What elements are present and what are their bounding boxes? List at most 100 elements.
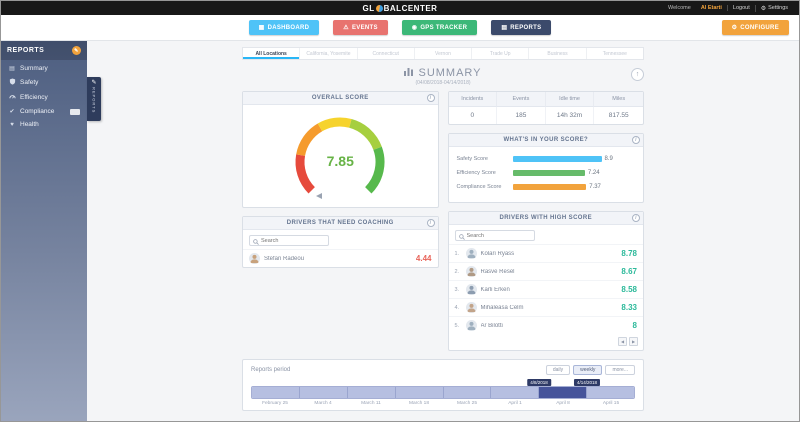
timeline-segment[interactable] — [587, 387, 634, 398]
date-range: (04/08/2018-04/14/2018) — [415, 80, 471, 86]
events-button[interactable]: ⚠ EVENTS — [333, 20, 388, 35]
logout-link[interactable]: Logout — [726, 5, 755, 11]
sidebar-item-label: Compliance — [20, 108, 55, 115]
coaching-driver-row[interactable]: Stefan Radeou 4.44 — [243, 249, 438, 267]
tab-vernon[interactable]: Vernon — [415, 48, 473, 59]
timeline-segment[interactable] — [252, 387, 300, 398]
reports-label: REPORTS — [510, 24, 542, 31]
daily-button[interactable]: daily — [545, 365, 571, 375]
tab-tennessee[interactable]: Tennessee — [602, 50, 627, 57]
timeline-axis: February 25 March 4 March 11 March 18 Ma… — [251, 401, 635, 406]
timeline-segment[interactable] — [347, 387, 396, 398]
gauge-pointer — [316, 193, 323, 199]
info-icon[interactable]: i — [632, 136, 640, 144]
info-icon[interactable]: i — [632, 214, 640, 222]
pencil-icon: ✎ — [91, 80, 97, 86]
score-breakdown-body: Safety Score 8.9 Efficiency Score 7.24 — [449, 147, 644, 202]
coaching-card: DRIVERS THAT NEED COACHING i — [242, 216, 439, 268]
more-button[interactable]: more... — [605, 365, 635, 375]
sidebar-item-health[interactable]: ♥ Health — [1, 118, 87, 131]
page-action-button[interactable]: ↑ — [631, 68, 644, 81]
high-score-header-label: DRIVERS WITH HIGH SCORE — [499, 215, 593, 221]
timeline-segment[interactable] — [443, 387, 492, 398]
sidebar-item-efficiency[interactable]: Efficiency — [1, 90, 87, 105]
high-score-search-row — [449, 225, 644, 244]
summary-title-row: SUMMARY (04/08/2018-04/14/2018) ↑ — [242, 67, 644, 86]
info-icon[interactable]: i — [426, 94, 435, 102]
configure-button[interactable]: ⚙ CONFIGURE — [721, 20, 789, 35]
next-page-button[interactable]: ▶ — [629, 337, 638, 346]
info-icon[interactable]: i — [426, 219, 435, 227]
tab-all-locations[interactable]: All Locations — [243, 48, 301, 59]
overall-score-header-label: OVERALL SCORE — [311, 95, 369, 101]
reports-button[interactable]: ▤ REPORTS — [491, 20, 552, 35]
timeline-buttons: daily weekly more... — [545, 365, 635, 375]
topbar: GL BALCENTER Welcome Al Etarti Logout ⚙ … — [1, 1, 799, 15]
coaching-header: DRIVERS THAT NEED COACHING i — [243, 217, 438, 230]
compliance-badge — [70, 108, 80, 115]
high-score-row[interactable]: 5. Ar Bilotti 8 — [448, 316, 643, 334]
warning-icon: ⚠ — [343, 25, 349, 31]
reports-period-card: Reports period daily weekly more... 4/8/… — [242, 359, 644, 411]
sidebar-title: REPORTS — [7, 47, 45, 54]
driver-name: Kolari Ryass — [480, 250, 515, 257]
driver-name: Stefan Radeou — [264, 255, 305, 262]
high-score-search-box — [454, 230, 535, 241]
summary-icon: ▤ — [9, 66, 15, 72]
high-score-row[interactable]: 3. Karli Erken 8.58 — [448, 280, 643, 298]
coaching-search-input[interactable] — [261, 237, 325, 244]
high-score-row[interactable]: 1. Kolari Ryass 8.78 — [448, 244, 643, 262]
score-breakdown-card: WHAT'S IN YOUR SCORE? i Safety Score 8.9 — [447, 133, 644, 203]
reports-panel-toggle[interactable]: ✎ REPORTS — [87, 77, 101, 122]
driver-avatar — [249, 253, 260, 264]
overall-score-value: 7.85 — [326, 153, 354, 169]
high-score-pagination: ◀ ▶ — [449, 334, 644, 350]
coaching-search-row — [243, 230, 438, 249]
tab-california-yosemite[interactable]: California, Yosemite — [300, 48, 358, 59]
timeline-segment[interactable] — [395, 387, 444, 398]
sidebar-menu: ▤ Summary Safety Efficiency ✔ — [1, 62, 87, 131]
summary-chart-icon — [404, 67, 414, 79]
breakdown-label: Compliance Score — [456, 184, 502, 190]
timeline-segment[interactable] — [491, 387, 540, 398]
settings-link[interactable]: ⚙ Settings — [754, 4, 793, 12]
logo-text-pre: GL — [362, 3, 375, 13]
tab-connecticut[interactable]: Connecticut — [358, 48, 415, 59]
sidebar-item-label: Efficiency — [20, 94, 48, 101]
axis-label: April 1 — [508, 401, 522, 406]
sidebar-item-summary[interactable]: ▤ Summary — [1, 62, 87, 75]
stat-label-incidents: Incidents — [448, 92, 498, 107]
compliance-score-bar — [512, 184, 587, 190]
driver-name: Rasve Resel — [480, 268, 515, 275]
sidebar-item-compliance[interactable]: ✔ Compliance — [1, 105, 87, 118]
dashboard-icon: ▦ — [258, 25, 265, 31]
timeline-segment-selected[interactable] — [539, 387, 588, 398]
search-icon — [253, 232, 259, 250]
driver-name: Mihaleasa Celm — [480, 304, 524, 311]
shield-icon — [8, 78, 16, 87]
driver-score: 8.58 — [621, 285, 637, 294]
globe-icon — [375, 4, 383, 12]
driver-rank: 5. — [454, 322, 460, 329]
timeline-segment[interactable] — [299, 387, 348, 398]
sidebar-item-label: Summary — [20, 65, 48, 72]
dashboard-label: DASHBOARD — [267, 24, 310, 31]
stats-card: Incidents Events Idle time Miles 0 185 1… — [447, 91, 644, 125]
sidebar-item-safety[interactable]: Safety — [1, 75, 87, 90]
high-score-row[interactable]: 2. Rasve Resel 8.67 — [448, 262, 643, 280]
high-score-row[interactable]: 4. Mihaleasa Celm 8.33 — [448, 298, 643, 316]
tab-trade-up[interactable]: Trade Up — [472, 48, 530, 59]
gps-tracker-button[interactable]: ◉ GPS TRACKER — [401, 20, 478, 35]
page-title: SUMMARY — [242, 67, 644, 79]
weekly-button[interactable]: weekly — [573, 365, 603, 375]
driver-avatar — [465, 248, 477, 259]
prev-page-button[interactable]: ◀ — [618, 337, 627, 346]
axis-label: March 25 — [457, 401, 477, 406]
breakdown-value: 8.9 — [604, 156, 613, 162]
high-score-search-input[interactable] — [466, 232, 531, 239]
arrow-up-icon: ↑ — [635, 71, 640, 78]
timeline-range-selector[interactable] — [251, 386, 635, 399]
dashboard-button[interactable]: ▦ DASHBOARD — [248, 20, 320, 35]
tab-business[interactable]: Business — [529, 48, 587, 59]
stat-label-miles: Miles — [594, 92, 643, 107]
